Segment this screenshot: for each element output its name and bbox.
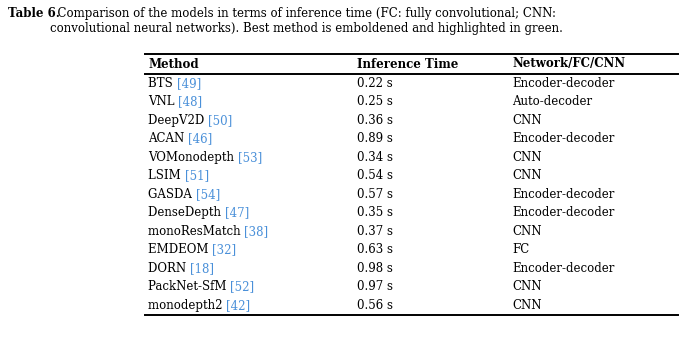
Text: 0.54 s: 0.54 s [357, 169, 393, 182]
Text: [50]: [50] [208, 114, 232, 127]
Text: CNN: CNN [512, 169, 542, 182]
Text: 0.37 s: 0.37 s [357, 225, 393, 238]
Text: LSIM: LSIM [148, 169, 185, 182]
Text: Encoder-decoder: Encoder-decoder [512, 206, 615, 219]
Text: CNN: CNN [512, 280, 542, 293]
Text: PackNet-SfM: PackNet-SfM [148, 280, 230, 293]
Text: 0.35 s: 0.35 s [357, 206, 393, 219]
Text: 0.56 s: 0.56 s [357, 299, 393, 312]
Text: CNN: CNN [512, 114, 542, 127]
Text: GASDA: GASDA [148, 188, 196, 201]
Text: Method: Method [148, 57, 198, 71]
Text: CNN: CNN [512, 225, 542, 238]
Text: [32]: [32] [212, 243, 236, 256]
Text: [52]: [52] [230, 280, 254, 293]
Text: monoResMatch: monoResMatch [148, 225, 245, 238]
Text: [47]: [47] [225, 206, 249, 219]
Text: [46]: [46] [188, 132, 212, 145]
Text: 0.36 s: 0.36 s [357, 114, 393, 127]
Text: DenseDepth: DenseDepth [148, 206, 225, 219]
Text: [53]: [53] [238, 151, 262, 164]
Text: DeepV2D: DeepV2D [148, 114, 208, 127]
Text: 0.63 s: 0.63 s [357, 243, 393, 256]
Text: EMDEOM: EMDEOM [148, 243, 212, 256]
Text: Comparison of the models in terms of inference time (FC: fully convolutional; CN: Comparison of the models in terms of inf… [50, 7, 563, 35]
Text: [38]: [38] [245, 225, 269, 238]
Text: FC: FC [512, 243, 529, 256]
Text: VOMonodepth: VOMonodepth [148, 151, 238, 164]
Text: Inference Time: Inference Time [357, 57, 458, 71]
Text: 0.57 s: 0.57 s [357, 188, 393, 201]
Text: Encoder-decoder: Encoder-decoder [512, 188, 615, 201]
Text: [18]: [18] [190, 262, 214, 275]
Text: [49]: [49] [176, 77, 200, 90]
Text: Table 6.: Table 6. [8, 7, 60, 20]
Text: CNN: CNN [512, 299, 542, 312]
Text: monodepth2: monodepth2 [148, 299, 226, 312]
Text: [48]: [48] [178, 95, 203, 108]
Text: Encoder-decoder: Encoder-decoder [512, 77, 615, 90]
Text: 0.22 s: 0.22 s [357, 77, 393, 90]
Text: ACAN: ACAN [148, 132, 188, 145]
Text: 0.89 s: 0.89 s [357, 132, 393, 145]
Text: 0.34 s: 0.34 s [357, 151, 393, 164]
Text: Network/FC/CNN: Network/FC/CNN [512, 57, 625, 71]
Text: [42]: [42] [226, 299, 250, 312]
Text: [51]: [51] [185, 169, 209, 182]
Text: 0.25 s: 0.25 s [357, 95, 393, 108]
Text: Encoder-decoder: Encoder-decoder [512, 132, 615, 145]
Text: Auto-decoder: Auto-decoder [512, 95, 592, 108]
Text: CNN: CNN [512, 151, 542, 164]
Text: DORN: DORN [148, 262, 190, 275]
Text: 0.98 s: 0.98 s [357, 262, 393, 275]
Text: Encoder-decoder: Encoder-decoder [512, 262, 615, 275]
Text: [54]: [54] [196, 188, 220, 201]
Text: 0.97 s: 0.97 s [357, 280, 393, 293]
Text: BTS: BTS [148, 77, 176, 90]
Text: VNL: VNL [148, 95, 178, 108]
